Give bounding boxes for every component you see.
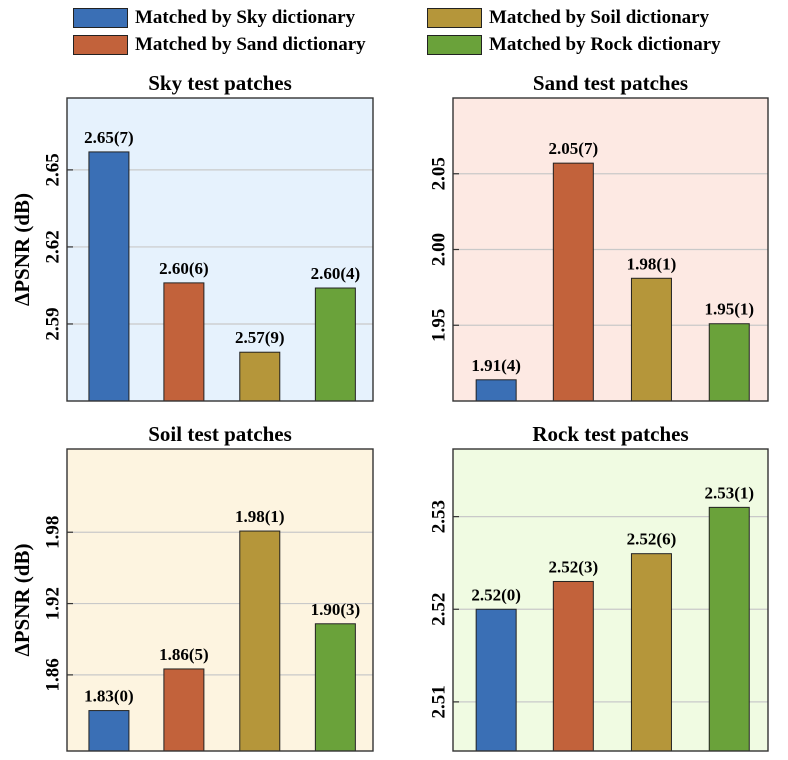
data-label: 2.60(6) <box>159 259 209 278</box>
bar <box>314 623 356 752</box>
legend-label-soil: Matched by Soil dictionary <box>489 7 710 28</box>
bar <box>475 379 517 402</box>
y-tick-label: 1.86 <box>43 658 64 691</box>
panel-frame <box>452 97 769 402</box>
data-label: 1.98(1) <box>235 507 285 526</box>
y-tick-label: 1.92 <box>43 587 64 620</box>
y-tick-label: 2.00 <box>429 233 450 266</box>
y-tick-label: 2.05 <box>429 157 450 190</box>
legend-label-sky: Matched by Sky dictionary <box>135 7 356 28</box>
bar <box>239 530 281 752</box>
data-label: 1.86(5) <box>159 645 209 664</box>
legend-swatch-sky <box>73 8 128 28</box>
data-label: 1.83(0) <box>84 687 134 706</box>
legend-swatch-soil <box>427 8 482 28</box>
data-label: 2.53(1) <box>704 483 754 502</box>
data-label: 2.52(3) <box>549 557 599 576</box>
legend-swatch-rock <box>427 35 482 55</box>
chart-title: Soil test patches <box>148 422 292 446</box>
bar <box>708 506 750 752</box>
panel-frame <box>66 97 374 402</box>
y-axis-label: ΔPSNR (dB) <box>10 193 34 306</box>
y-tick-label: 1.98 <box>43 516 64 549</box>
bar <box>630 553 672 752</box>
y-tick-label: 2.59 <box>43 307 64 340</box>
data-label: 2.52(6) <box>627 530 677 549</box>
y-tick-label: 2.52 <box>429 593 450 626</box>
data-label: 2.57(9) <box>235 328 285 347</box>
chart-title: Sky test patches <box>148 71 292 95</box>
data-label: 2.65(7) <box>84 128 134 147</box>
bar <box>239 351 281 402</box>
bar <box>475 608 517 752</box>
chart-title: Rock test patches <box>532 422 688 446</box>
bar <box>163 668 205 752</box>
bar <box>552 162 594 402</box>
bar <box>630 277 672 402</box>
legend: Matched by Sky dictionary Matched by Soi… <box>0 0 788 62</box>
data-label: 2.52(0) <box>471 585 521 604</box>
bar <box>552 580 594 752</box>
y-tick-label: 2.62 <box>43 230 64 263</box>
bar <box>708 323 750 402</box>
y-tick-label: 2.65 <box>43 153 64 186</box>
legend-swatch-sand <box>73 35 128 55</box>
bar <box>314 287 356 402</box>
bar <box>88 710 130 752</box>
data-label: 2.60(4) <box>311 264 361 283</box>
data-label: 1.91(4) <box>471 356 521 375</box>
legend-label-sand: Matched by Sand dictionary <box>135 34 366 55</box>
bar <box>88 151 130 402</box>
y-axis-label: ΔPSNR (dB) <box>10 544 34 657</box>
data-label: 2.05(7) <box>549 139 599 158</box>
data-label: 1.90(3) <box>311 600 361 619</box>
chart-title: Sand test patches <box>533 71 688 95</box>
data-label: 1.95(1) <box>704 300 754 319</box>
bar <box>163 282 205 402</box>
y-tick-label: 2.53 <box>429 500 450 533</box>
panel-frame <box>452 448 769 752</box>
y-tick-label: 1.95 <box>429 309 450 342</box>
legend-label-rock: Matched by Rock dictionary <box>489 34 721 55</box>
y-tick-label: 2.51 <box>429 685 450 718</box>
data-label: 1.98(1) <box>627 254 677 273</box>
panel-frame <box>66 448 374 752</box>
